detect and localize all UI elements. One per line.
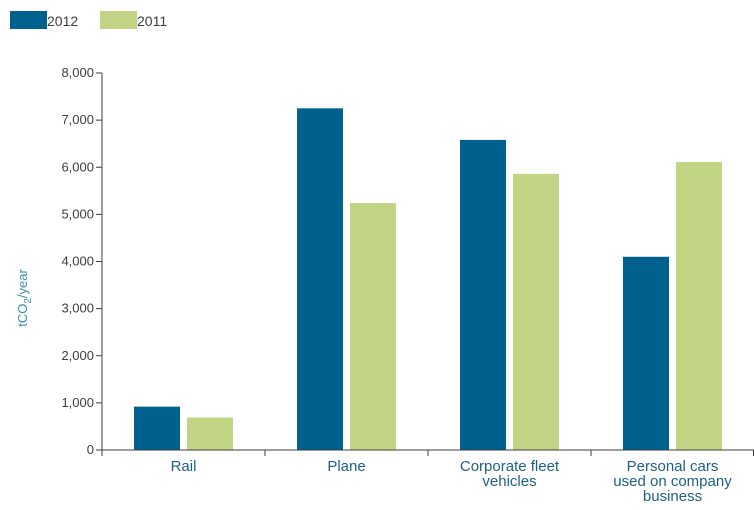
bars	[134, 108, 722, 451]
y-tick-label: 1,000	[61, 395, 94, 410]
y-axis-title-sub: 2	[23, 298, 34, 304]
legend: 2012 2011	[10, 11, 167, 29]
legend-label-2012: 2012	[47, 13, 78, 29]
legend-label-2011: 2011	[137, 13, 167, 29]
x-category-label-line: Corporate fleet	[460, 458, 560, 475]
x-category-label-line: Plane	[327, 458, 365, 475]
x-category-label: Rail	[171, 458, 197, 475]
y-tick-label: 0	[87, 442, 94, 457]
bar-2011-2	[513, 173, 559, 450]
bar-2012-3	[623, 256, 669, 450]
x-category-label-line: Personal cars	[627, 458, 719, 475]
y-axis-title-main: tCO	[15, 304, 30, 327]
y-tick-label: 3,000	[61, 301, 94, 316]
y-tick-label: 7,000	[61, 112, 94, 127]
x-category-label: Corporate fleet vehicles	[460, 458, 560, 490]
bar-2012-0	[134, 406, 180, 450]
bar-2012-1	[297, 108, 343, 450]
x-category-label-line: business	[643, 488, 702, 505]
x-category-label: Personal cars used on company business	[613, 458, 732, 505]
legend-swatch-2011	[100, 11, 137, 29]
x-category-label: Plane	[327, 458, 365, 475]
bar-2011-1	[350, 203, 396, 450]
y-tick-label: 6,000	[61, 159, 94, 174]
y-tick-label: 5,000	[61, 206, 94, 221]
x-category-label-line: vehicles	[482, 473, 536, 490]
x-axis: Rail Plane Corporate fleet vehicles Personal…	[101, 449, 754, 505]
bar-2012-2	[460, 139, 506, 451]
y-axis: 0 1,000 2,000 3,000 4,000 5,000 6,000 7,000 8,00…	[61, 65, 103, 457]
x-category-label-line: Rail	[171, 458, 197, 475]
y-axis-label: tCO2/year	[15, 269, 34, 327]
x-category-label-line: used on company	[613, 473, 732, 490]
y-axis-title-suffix: /year	[15, 269, 30, 299]
y-axis-title: tCO2/year	[15, 269, 34, 327]
y-tick-label: 2,000	[61, 348, 94, 363]
y-tick-label: 4,000	[61, 254, 94, 269]
y-tick-label: 8,000	[61, 65, 94, 80]
bar-2011-0	[187, 417, 233, 450]
legend-swatch-2012	[10, 11, 47, 29]
bar-2011-3	[676, 162, 722, 450]
